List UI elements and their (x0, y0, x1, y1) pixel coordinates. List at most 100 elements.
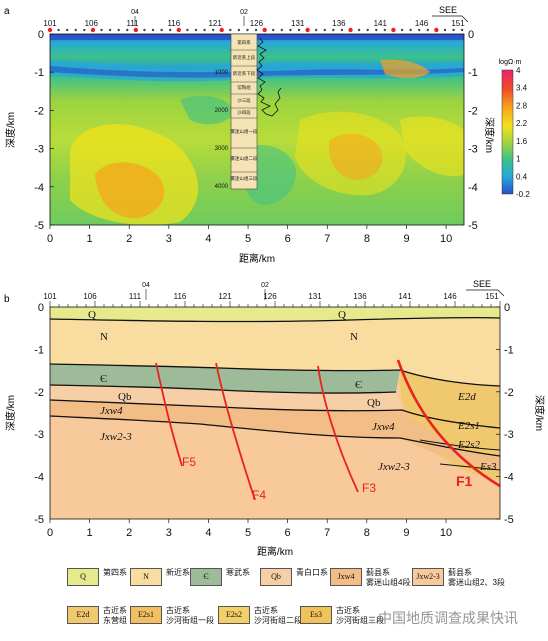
station-dot (194, 28, 198, 32)
unit-label-qb-left: Qb (118, 391, 132, 403)
jxw4-unit (50, 400, 500, 470)
unit-label-e2s1: E2s1 (457, 420, 480, 432)
station-label: 141 (374, 19, 388, 28)
distance-tick-label: 4 (205, 233, 211, 245)
legend-swatch: Es3 (300, 606, 332, 624)
legend-swatch: E2s1 (130, 606, 162, 624)
distance-axis-title-b: 距离/km (257, 545, 293, 558)
station-dot (57, 28, 60, 32)
depth-tick-label: 0 (38, 302, 44, 314)
station-markers-a (47, 27, 464, 33)
unit-label-n-right: N (350, 331, 358, 343)
distance-tick-label: 3 (166, 233, 172, 245)
panel-a: a (4, 5, 530, 265)
station-label: 121 (218, 292, 232, 301)
fault-label-f3: F3 (362, 481, 376, 495)
distance-tick-label: 6 (285, 527, 291, 539)
unit-label-jxw4-right: Jxw4 (372, 421, 395, 433)
station-dot (391, 27, 396, 33)
station-dot (237, 28, 241, 32)
station-dot (460, 28, 464, 32)
station-dot (74, 28, 77, 32)
see-label-a: SEE (439, 5, 457, 15)
legend-label: 蓟县系 雾迷山组2、3段 (448, 568, 505, 587)
well-unit-label: 新近系上段 (233, 54, 256, 61)
well-unit-label: 雾迷山组二段 (231, 155, 258, 162)
depth-tick-label: -2 (34, 387, 44, 399)
colorbar-tick-label: -0.2 (516, 190, 530, 199)
depth-tick-label: -2 (504, 387, 514, 399)
well-unit-label: 馆陶组 (237, 84, 251, 91)
station-dot (151, 28, 155, 32)
depth-tick-label: -5 (34, 220, 44, 232)
legend-label: 寒武系 (226, 568, 250, 577)
legend-label: 古近系 沙河街组一段 (166, 606, 214, 625)
station-label: 116 (167, 19, 180, 28)
colorbar: logΩ·m 4 3.4 2.8 2.2 1.6 1 0.4 -0.2 (499, 59, 531, 199)
depth-tick-label: 0 (468, 29, 474, 41)
distance-tick-label: 2 (126, 527, 132, 539)
distance-tick-label: 8 (364, 233, 370, 245)
cambrian-unit (50, 364, 400, 394)
marker-label-04-a: 04 (131, 9, 139, 16)
legend-label: 第四系 (103, 568, 127, 577)
marker-label-02-a: 02 (240, 9, 248, 16)
unit-label-jxw23-right: Jxw2-3 (378, 461, 410, 473)
well-unit-label: 沙三段 (237, 97, 251, 104)
station-label: 131 (308, 292, 322, 301)
station-dot (117, 28, 120, 32)
station-dot (434, 27, 439, 33)
station-dot (305, 27, 310, 33)
unit-label-e2d: E2d (457, 391, 476, 403)
station-dot (340, 28, 344, 32)
well-unit-label: 雾迷山组一段 (231, 128, 258, 135)
depth-tick-label: -5 (504, 514, 514, 526)
station-label: 126 (263, 292, 277, 301)
legend-label: 青白口系 (296, 568, 328, 577)
well-depth-label: 4000 (215, 184, 229, 190)
station-label: 116 (174, 292, 187, 301)
station-label: 151 (485, 292, 499, 301)
station-dot (211, 28, 215, 32)
distance-tick-label: 9 (403, 527, 409, 539)
station-label: 146 (415, 19, 429, 28)
distance-tick-label: 5 (245, 233, 251, 245)
distance-tick-label: 4 (205, 527, 211, 539)
distance-tick-label: 0 (47, 527, 53, 539)
station-label: 141 (398, 292, 412, 301)
legend-swatch: Jxw2-3 (412, 568, 444, 586)
depth-tick-label: -3 (34, 429, 44, 441)
station-dot (47, 27, 53, 33)
colorbar-tick-label: 3.4 (516, 84, 528, 93)
depth-tick-label: -1 (34, 344, 44, 356)
station-dot (219, 27, 224, 33)
well-unit-label: 雾迷山组三段 (231, 175, 258, 182)
depth-axis-title-a-right: 深度/km (483, 117, 496, 153)
station-label: 131 (291, 19, 305, 28)
depth-tick-label: -3 (468, 144, 478, 156)
fault-label-f5: F5 (182, 455, 196, 469)
well-unit-label: 新近系下段 (233, 70, 256, 77)
legend-swatch: E2s2 (218, 606, 250, 624)
distance-tick-label: 0 (47, 233, 53, 245)
station-dot (418, 28, 421, 32)
station-label: 111 (126, 19, 139, 28)
depth-tick-label: -3 (34, 144, 44, 156)
station-label: 136 (353, 292, 367, 301)
distance-tick-label: 8 (364, 527, 370, 539)
station-dot (246, 28, 249, 32)
distance-tick-label: 2 (126, 233, 132, 245)
unit-label-q-left: Q (88, 309, 96, 321)
station-dot (108, 28, 112, 32)
legend-label: 古近系 沙河街组二段 (254, 606, 302, 625)
station-dot (280, 28, 284, 32)
depth-tick-label: -5 (468, 220, 478, 232)
watermark: 中国地质调查成果快讯 (378, 610, 518, 626)
station-dot (400, 28, 404, 32)
depth-tick-label: -1 (468, 67, 478, 79)
depth-axis-title-b-left: 深度/km (4, 395, 17, 431)
distance-tick-label: 3 (166, 527, 172, 539)
legend-swatch: N (130, 568, 162, 586)
